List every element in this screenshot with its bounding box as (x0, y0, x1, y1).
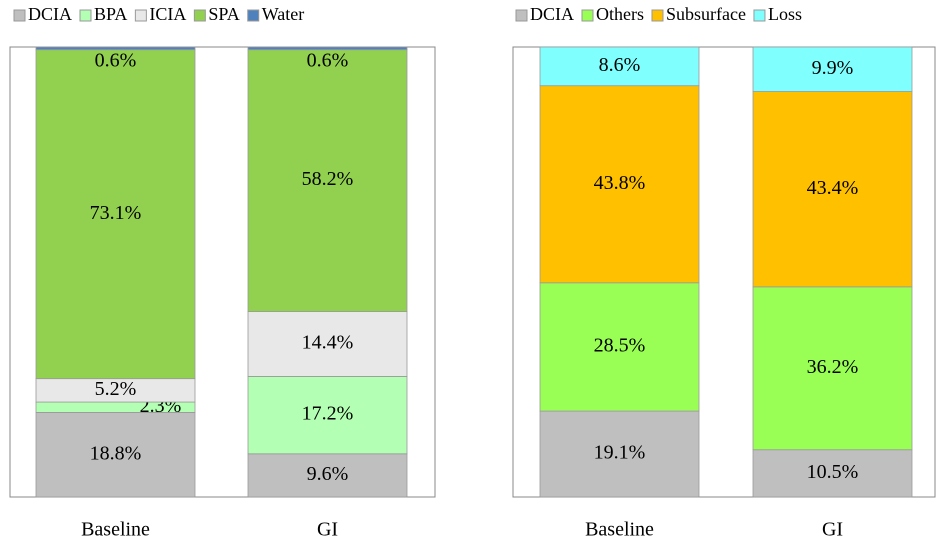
x-tick-label: GI (822, 519, 843, 541)
legend-swatch (651, 9, 664, 22)
legend-label: Others (596, 4, 644, 24)
legend-swatch (247, 9, 260, 22)
data-label: 58.2% (302, 168, 354, 190)
legend-label: DCIA (28, 4, 72, 24)
data-label: 36.2% (807, 356, 859, 378)
bar-segment (247, 49, 408, 312)
legend-label: BPA (94, 4, 127, 24)
legend-swatch (581, 9, 594, 22)
legend-label: SPA (208, 4, 239, 24)
bar-segment (752, 449, 913, 498)
data-label: 17.2% (302, 403, 354, 425)
data-label: 73.1% (90, 202, 142, 224)
bar-segment (539, 282, 700, 412)
legend-swatch (134, 9, 147, 22)
plot-frame (512, 46, 936, 498)
data-label: 43.8% (594, 172, 646, 194)
data-label: 9.9% (812, 57, 854, 79)
data-label: 5.2% (95, 378, 137, 400)
legend-swatch (753, 9, 766, 22)
bar-segment (539, 85, 700, 284)
data-label: 43.4% (807, 177, 859, 199)
data-label: 28.5% (594, 335, 646, 357)
bar-segment (539, 410, 700, 498)
data-label: 10.5% (807, 461, 859, 483)
legend-swatch (79, 9, 92, 22)
bar-segment (35, 49, 196, 380)
bar-segment (539, 46, 700, 87)
data-label: 0.6% (307, 49, 349, 71)
legend-label: Water (262, 4, 305, 24)
legend-swatch (13, 9, 26, 22)
legend-label: DCIA (530, 4, 574, 24)
legend-swatch (515, 9, 528, 22)
x-tick-label: Baseline (81, 519, 150, 541)
bar-segment (752, 286, 913, 451)
plot-frame (9, 46, 436, 498)
bar-segment (35, 46, 196, 51)
data-label: 8.6% (599, 54, 641, 76)
legend-swatch (193, 9, 206, 22)
x-tick-label: GI (317, 519, 338, 541)
bar-segment (752, 46, 913, 92)
legend-label: Subsurface (666, 4, 746, 24)
legend-label: ICIA (149, 4, 186, 24)
bar-segment (247, 46, 408, 51)
x-tick-label: Baseline (585, 519, 654, 541)
data-label: 18.8% (90, 442, 142, 464)
bar-segment (752, 91, 913, 288)
data-label: 14.4% (302, 332, 354, 354)
data-label: 0.6% (95, 49, 137, 71)
data-label: 9.6% (307, 463, 349, 485)
data-label: 19.1% (594, 442, 646, 464)
legend-label: Loss (768, 4, 802, 24)
